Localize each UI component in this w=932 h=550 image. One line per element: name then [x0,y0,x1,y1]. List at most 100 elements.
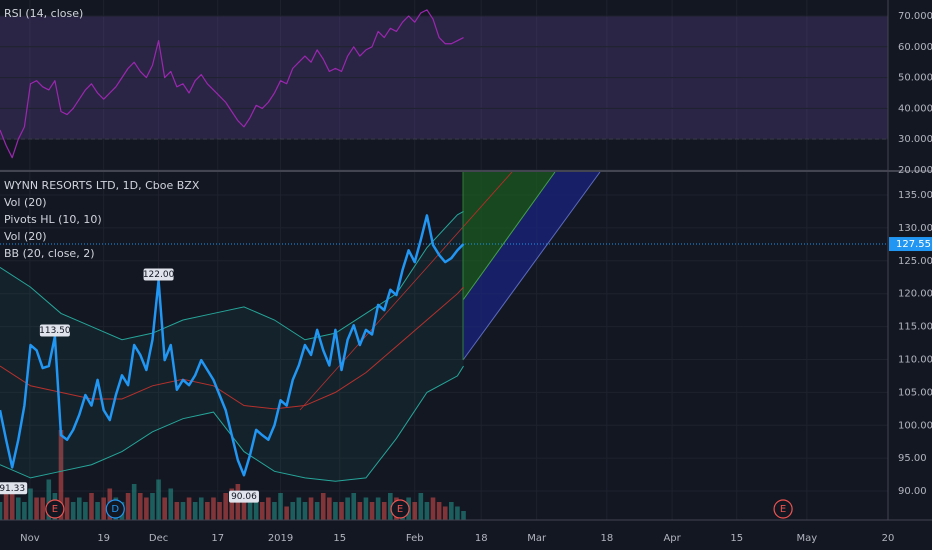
volume-bar [278,493,283,520]
y-tick-label: 100.00 [898,420,932,431]
fan-line [299,171,513,411]
indicator-legend: BB (20, close, 2) [4,247,95,260]
bb-middle [0,286,464,410]
y-tick-label: 40.0000 [898,103,932,114]
volume-bar [34,497,39,520]
y-tick-label: 95.00 [898,453,927,464]
last-price-badge [889,237,932,252]
volume-bar [284,506,289,520]
volume-bar [351,493,357,520]
volume-bar [308,497,314,520]
price-line [0,9,464,159]
volume-bar [461,511,466,520]
y-tick-label: 130.00 [898,223,932,234]
x-tick-label: 15 [333,533,346,544]
x-tick-label: Nov [20,533,40,544]
y-tick-label: 60.0000 [898,42,932,53]
volume-bar [198,497,204,520]
volume-bar [70,502,76,520]
volume-bar [302,502,308,520]
y-tick-label: 50.0000 [898,73,932,84]
volume-bar [327,497,332,520]
volume-bar [0,502,3,520]
y-tick-label: 125.00 [898,256,932,267]
y-tick-label: 135.00 [898,190,932,201]
y-tick-label: 120.00 [898,289,932,300]
indicator-legend: Vol (20) [4,196,47,209]
bb-lower [0,365,464,482]
volume-bar [369,502,375,520]
volume-bar [211,497,216,520]
x-tick-label: 18 [600,533,613,544]
volume-bar [15,497,21,520]
x-tick-label: Dec [149,533,168,544]
volume-bar [89,493,94,520]
event-marker [45,499,65,519]
volume-bar [22,502,27,520]
event-marker [773,499,793,519]
event-label: E [780,504,786,515]
volume-bar [388,493,393,520]
last-price-label: 127.55 [896,239,931,250]
event-marker [390,499,410,519]
volume-bar [272,502,277,520]
x-tick-label: 2019 [268,533,293,544]
volume-bar [144,497,149,520]
volume-bar [430,497,436,520]
volume-bar [333,502,338,520]
volume-bar [58,430,64,520]
bb-fill [0,211,464,482]
volume-bar [3,493,9,520]
volume-bar [217,502,222,520]
volume-bar [40,497,45,520]
y-tick-label: 30.0000 [898,134,932,145]
volume-bar [266,497,271,520]
pivot-box [143,268,174,281]
volume-bar [363,497,369,520]
volume-bar [46,479,52,520]
volume-bar [162,497,167,520]
x-tick-label: 20 [882,533,895,544]
indicator-legend: Vol (20) [4,230,47,243]
volume-bar [320,493,326,520]
volume-bar [64,497,70,520]
volume-bar [131,484,137,520]
volume-bar [418,493,424,520]
volume-bar [83,502,88,520]
volume-bar [192,502,198,520]
volume-bar [296,497,302,520]
y-tick-label: 20.0000 [898,165,932,176]
volume-bar [150,493,155,520]
volume-bar [253,502,259,520]
volume-bar [357,502,363,520]
volume-bar [345,497,350,520]
pivot-box [228,490,259,503]
volume-bar [95,502,100,520]
volume-bar [442,506,448,520]
event-label: D [111,504,119,515]
volume-bar [241,493,247,520]
volume-bar [259,502,265,520]
volume-bar [247,497,253,520]
fan-line [462,171,601,361]
pivot-label: 113.50 [39,326,71,336]
y-tick-label: 90.00 [898,486,927,497]
volume-bar [174,502,180,520]
volume-bar [449,502,454,520]
volume-bar [205,502,210,520]
volume-bar [436,502,442,520]
volume-bar [180,502,186,520]
x-tick-label: 17 [211,533,224,544]
x-tick-label: 18 [475,533,488,544]
volume-bar [339,502,344,520]
volume-bar [223,493,228,520]
pivot-label: 122.00 [143,270,175,280]
volume-bar [137,493,143,520]
volume-bar [229,488,235,520]
volume-bar [186,497,192,520]
symbol-legend: WYNN RESORTS LTD, 1D, Cboe BZX [4,179,200,192]
indicator-legend: Pivots HL (10, 10) [4,213,102,226]
volume-bar [412,502,418,520]
volume-bar [375,497,381,520]
